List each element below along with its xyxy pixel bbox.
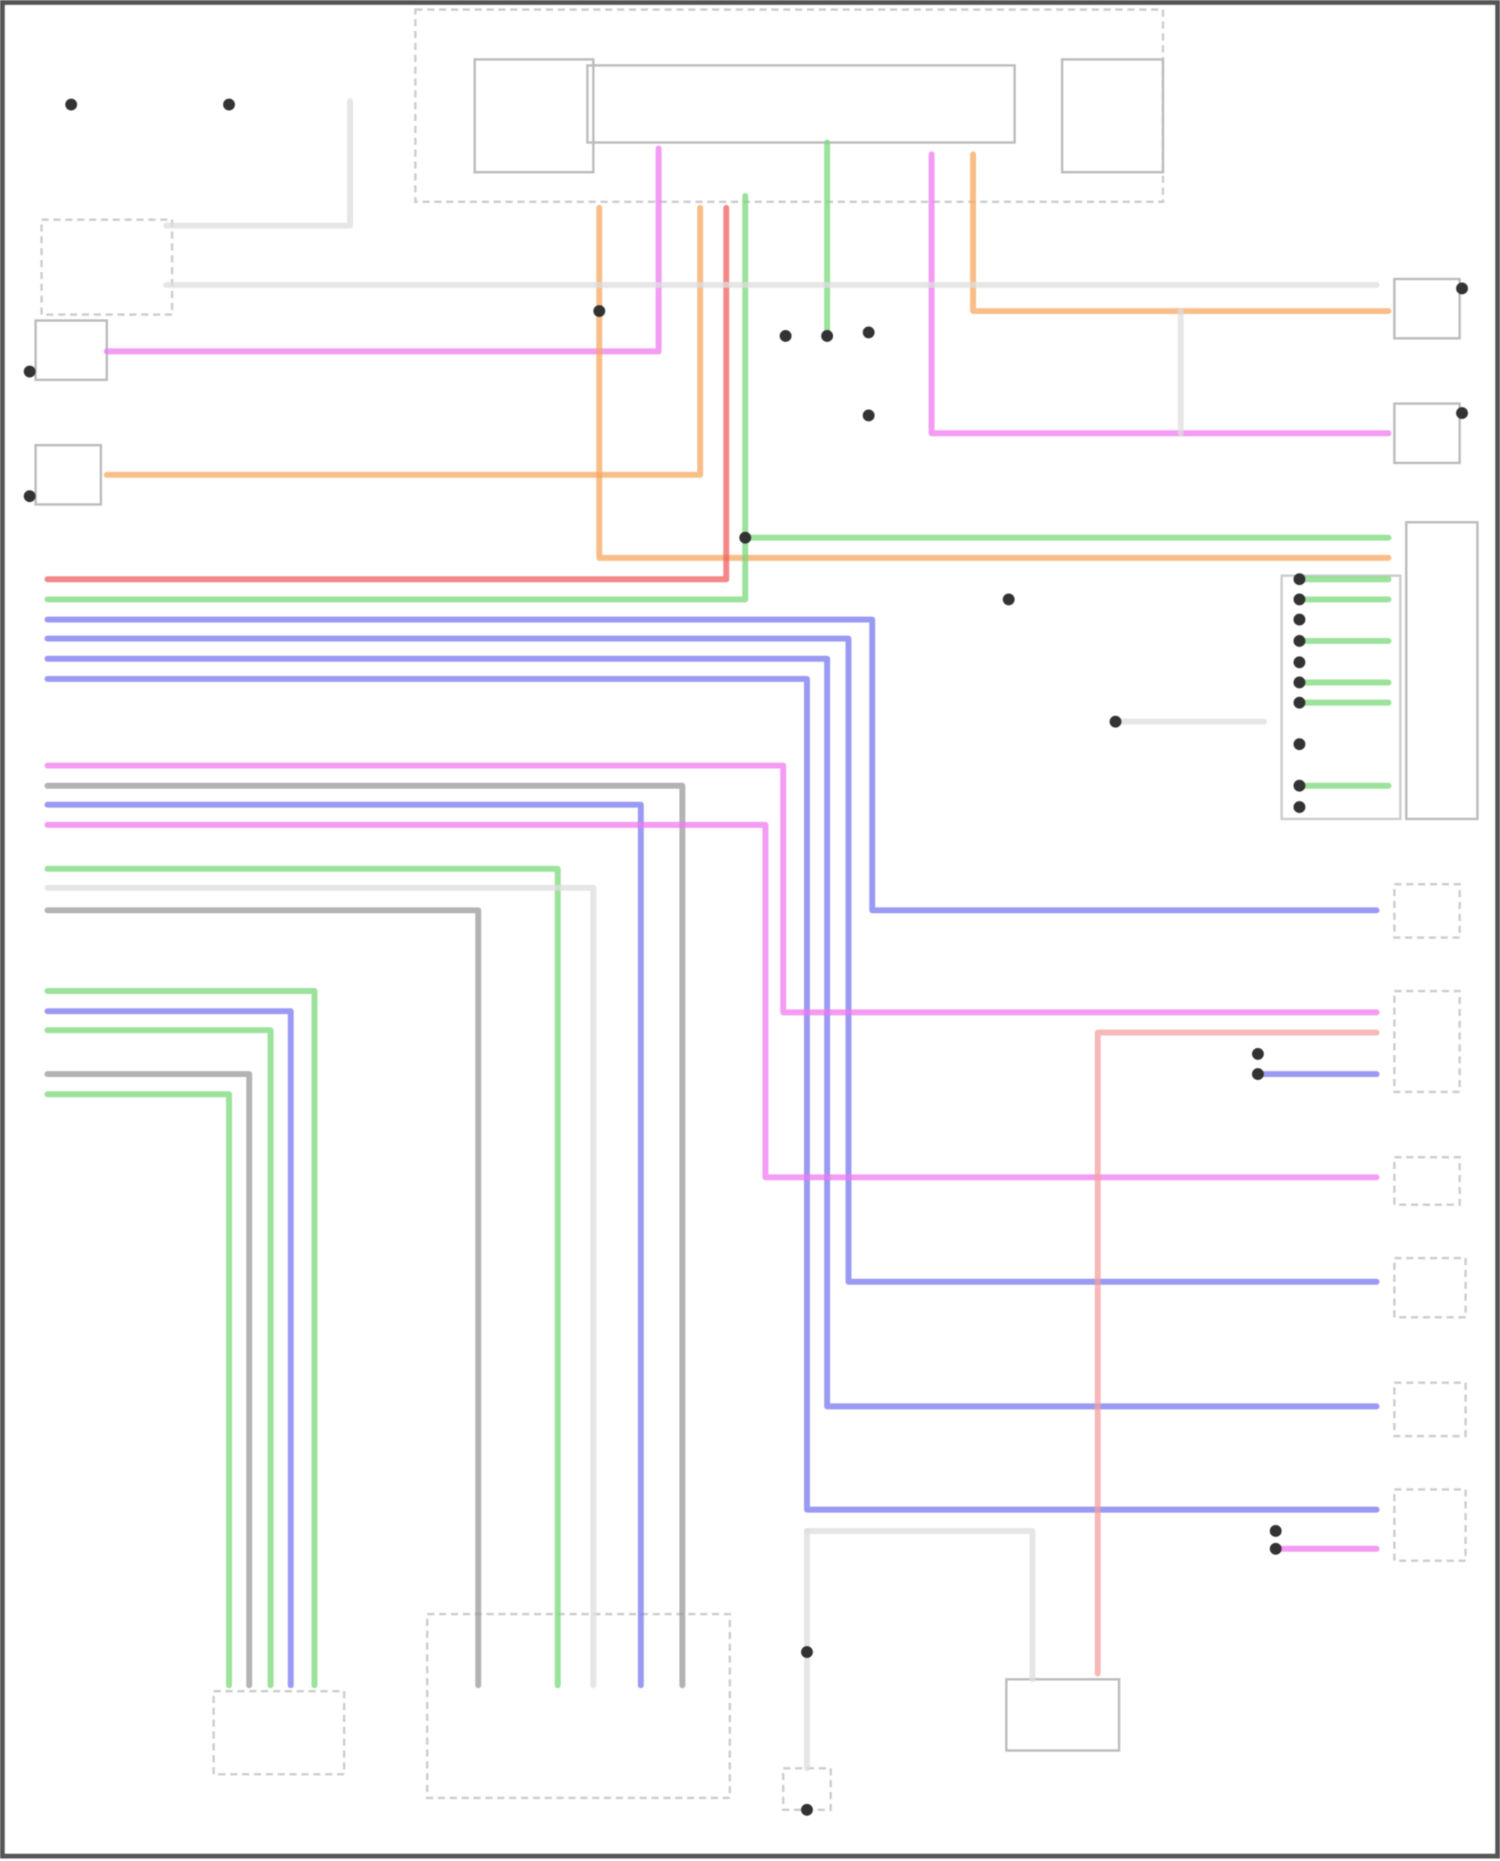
wire-light-gray (44, 884, 597, 1689)
wire-light-red (1094, 1029, 1380, 1677)
connector-block (586, 64, 1016, 144)
wire-gray (44, 782, 686, 1689)
lock-actuator (40, 218, 174, 316)
splice-node (801, 1803, 813, 1816)
wire-light-gray (163, 98, 354, 229)
wire-pink (44, 821, 1380, 1181)
splice-node (1293, 676, 1306, 689)
wire-blue (44, 675, 1380, 1513)
splice-node (739, 531, 752, 544)
splice-node (1293, 779, 1306, 792)
splice-node (1456, 282, 1468, 295)
wire-green (44, 865, 561, 1689)
control-module (1405, 521, 1479, 821)
splice-node (1293, 801, 1306, 814)
splice-node (1293, 635, 1306, 647)
splice-nodes (23, 98, 1468, 1816)
wire-green (44, 1091, 233, 1689)
wire-pink (44, 762, 1380, 1016)
wire-blue (44, 1008, 294, 1689)
sensor-assembly (1005, 1678, 1121, 1752)
wire-blue (44, 616, 1380, 914)
wire-green (44, 192, 749, 603)
ground-bracket (1280, 574, 1402, 821)
wire-gray (44, 1071, 253, 1689)
wires (44, 98, 1392, 1772)
wire-orange (970, 151, 1392, 315)
splice-node (821, 330, 834, 342)
splice-node (23, 490, 36, 503)
right-door-switch-1 (1393, 277, 1461, 340)
splice-node (1002, 593, 1015, 606)
wire-orange (596, 204, 1392, 561)
module-b (1393, 989, 1461, 1094)
relay-right (1060, 58, 1165, 174)
splice-node (1269, 1542, 1282, 1555)
splice-node (801, 1646, 813, 1658)
splice-node (593, 305, 606, 317)
lock-control-switch (426, 1612, 732, 1800)
wire-blue (44, 655, 1380, 1410)
wire-blue (44, 801, 644, 1689)
ground-point (782, 1767, 832, 1812)
wire-pink (103, 145, 662, 355)
module-f (1393, 1488, 1467, 1562)
wire-gray (44, 907, 482, 1689)
wire-light-gray (803, 1528, 1036, 1683)
splice-node (65, 98, 78, 111)
splice-node (1109, 715, 1122, 728)
module-e (1393, 1381, 1467, 1438)
relay-left (473, 58, 595, 174)
splice-node (1293, 573, 1306, 586)
splice-node (862, 326, 875, 339)
splice-node (23, 365, 36, 378)
right-door-switch-2 (1393, 402, 1461, 465)
splice-node (862, 409, 875, 422)
splice-node (1293, 593, 1306, 606)
splice-node (779, 330, 792, 342)
wire-green (44, 1027, 274, 1689)
seat-switch (212, 1689, 346, 1776)
wire-orange (103, 204, 704, 478)
splice-node (1251, 1068, 1264, 1081)
module-a (1393, 883, 1461, 939)
splice-node (223, 98, 235, 111)
splice-node (1293, 613, 1306, 626)
left-door-switch-2 (34, 443, 103, 506)
splice-node (1293, 738, 1306, 751)
splice-node (1456, 407, 1468, 420)
module-d (1393, 1256, 1467, 1319)
wire-pink (928, 151, 1392, 437)
splice-node (1293, 696, 1306, 709)
splice-node (1269, 1525, 1282, 1537)
splice-node (1251, 1047, 1264, 1060)
left-door-switch-1 (34, 319, 108, 382)
splice-node (1293, 656, 1306, 669)
module-c (1393, 1155, 1461, 1206)
wire-blue (44, 635, 1380, 1285)
wire-red (44, 204, 730, 583)
wire-green (44, 988, 318, 1689)
